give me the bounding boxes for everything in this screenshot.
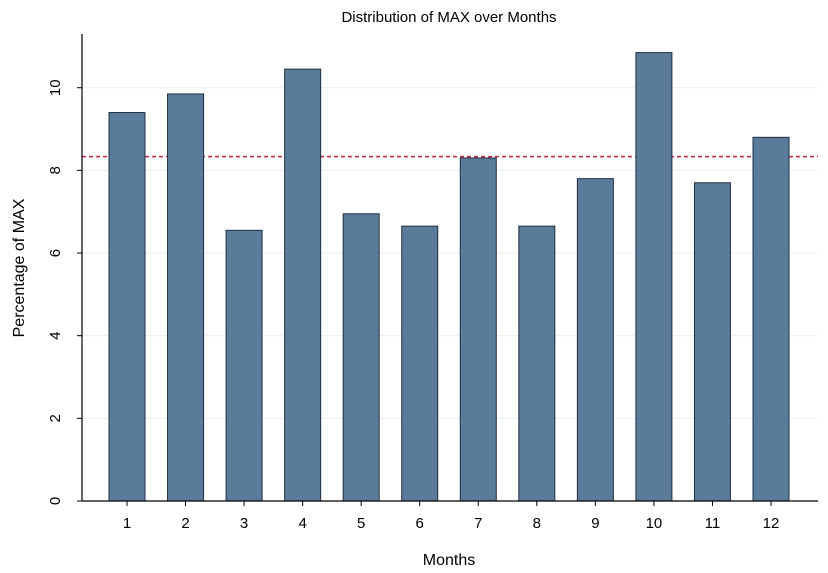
bar-month-6 [401, 225, 439, 502]
bar-month-1 [108, 112, 146, 502]
x-tick-label-11: 11 [705, 515, 721, 532]
y-ticks: 0 2 4 6 8 10 [47, 79, 82, 505]
x-axis-label: Months [423, 552, 475, 569]
bar-month-3 [225, 229, 263, 502]
bar-month-2 [167, 93, 205, 502]
bars [108, 52, 790, 502]
x-tick-label-2: 2 [181, 515, 189, 532]
bar-month-9 [576, 178, 614, 502]
bar-month-5 [342, 213, 380, 502]
x-tick-label-5: 5 [357, 515, 365, 532]
x-tick-label-4: 4 [298, 515, 306, 532]
x-tick-label-9: 9 [591, 515, 599, 532]
y-tick-label-6: 6 [47, 249, 64, 257]
y-tick-label-0: 0 [47, 497, 64, 505]
bar-month-12 [752, 136, 790, 502]
y-tick-label-2: 2 [47, 414, 64, 422]
x-tick-label-12: 12 [763, 515, 780, 532]
chart-title: Distribution of MAX over Months [341, 9, 556, 26]
y-tick-label-10: 10 [47, 79, 64, 96]
x-tick-label-3: 3 [240, 515, 248, 532]
x-ticks: 1 2 3 4 5 6 7 8 9 10 11 12 [123, 501, 780, 532]
bar-month-4 [284, 68, 322, 502]
y-axis-label: Percentage of MAX [11, 198, 28, 337]
bar-month-7 [459, 157, 497, 502]
bar-month-10 [635, 52, 673, 502]
y-tick-label-8: 8 [47, 166, 64, 174]
axes [81, 34, 818, 502]
x-tick-label-7: 7 [474, 515, 482, 532]
y-tick-label-4: 4 [47, 332, 64, 340]
x-tick-label-10: 10 [646, 515, 663, 532]
bar-month-11 [693, 182, 731, 502]
bar-month-8 [518, 225, 556, 502]
x-tick-label-6: 6 [416, 515, 424, 532]
x-tick-label-8: 8 [533, 515, 541, 532]
x-tick-label-1: 1 [123, 515, 131, 532]
